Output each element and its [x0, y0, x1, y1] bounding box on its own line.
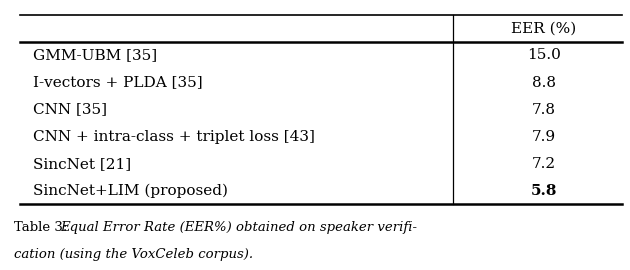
Text: SincNet [21]: SincNet [21]: [33, 157, 131, 171]
Text: I-vectors + PLDA [35]: I-vectors + PLDA [35]: [33, 76, 202, 90]
Text: GMM-UBM [35]: GMM-UBM [35]: [33, 48, 157, 62]
Text: cation (using the VoxCeleb corpus).: cation (using the VoxCeleb corpus).: [14, 248, 253, 261]
Text: Table 3:: Table 3:: [14, 221, 72, 234]
Text: 15.0: 15.0: [527, 48, 561, 62]
Text: 7.8: 7.8: [532, 103, 556, 117]
Text: CNN [35]: CNN [35]: [33, 103, 106, 117]
Text: CNN + intra-class + triplet loss [43]: CNN + intra-class + triplet loss [43]: [33, 130, 314, 144]
Text: SincNet+LIM (proposed): SincNet+LIM (proposed): [33, 184, 228, 198]
Text: EER (%): EER (%): [512, 21, 576, 35]
Text: 5.8: 5.8: [530, 184, 557, 198]
Text: 7.9: 7.9: [532, 130, 556, 144]
Text: 8.8: 8.8: [532, 76, 556, 90]
Text: 7.2: 7.2: [532, 157, 556, 171]
Text: Equal Error Rate (EER%) obtained on speaker verifi-: Equal Error Rate (EER%) obtained on spea…: [60, 221, 416, 234]
